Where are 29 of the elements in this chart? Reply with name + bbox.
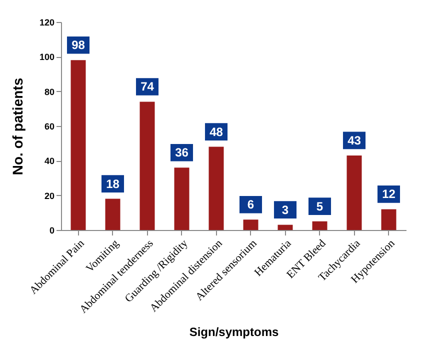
data-label: 36 (175, 146, 189, 160)
y-tick-label: 60 (44, 122, 54, 132)
data-label: 18 (106, 176, 120, 191)
bar (278, 224, 293, 230)
y-tick-label: 0 (49, 226, 54, 236)
data-label: 74 (140, 80, 154, 94)
x-axis-title: Sign/symptoms (189, 325, 279, 340)
data-label: 48 (210, 124, 224, 139)
data-label: 3 (282, 202, 289, 217)
bar (312, 221, 328, 230)
data-label: 6 (247, 198, 254, 212)
y-tick-label: 40 (44, 156, 54, 166)
y-tick-label: 100 (39, 52, 54, 62)
bar (243, 220, 258, 230)
y-tick-label: 80 (44, 86, 54, 97)
data-label: 12 (382, 187, 396, 202)
bar (381, 209, 396, 230)
bar (174, 168, 190, 230)
bar (70, 60, 86, 230)
data-label: 43 (348, 133, 362, 148)
bar (346, 155, 362, 230)
bar (208, 146, 224, 230)
data-label: 98 (72, 38, 86, 52)
y-axis-title: No. of patients (9, 78, 26, 176)
y-tick-label: 20 (44, 190, 54, 201)
data-label: 5 (316, 199, 324, 214)
y-tick-label: 120 (39, 18, 54, 28)
bar (105, 198, 120, 230)
bar (140, 102, 155, 230)
